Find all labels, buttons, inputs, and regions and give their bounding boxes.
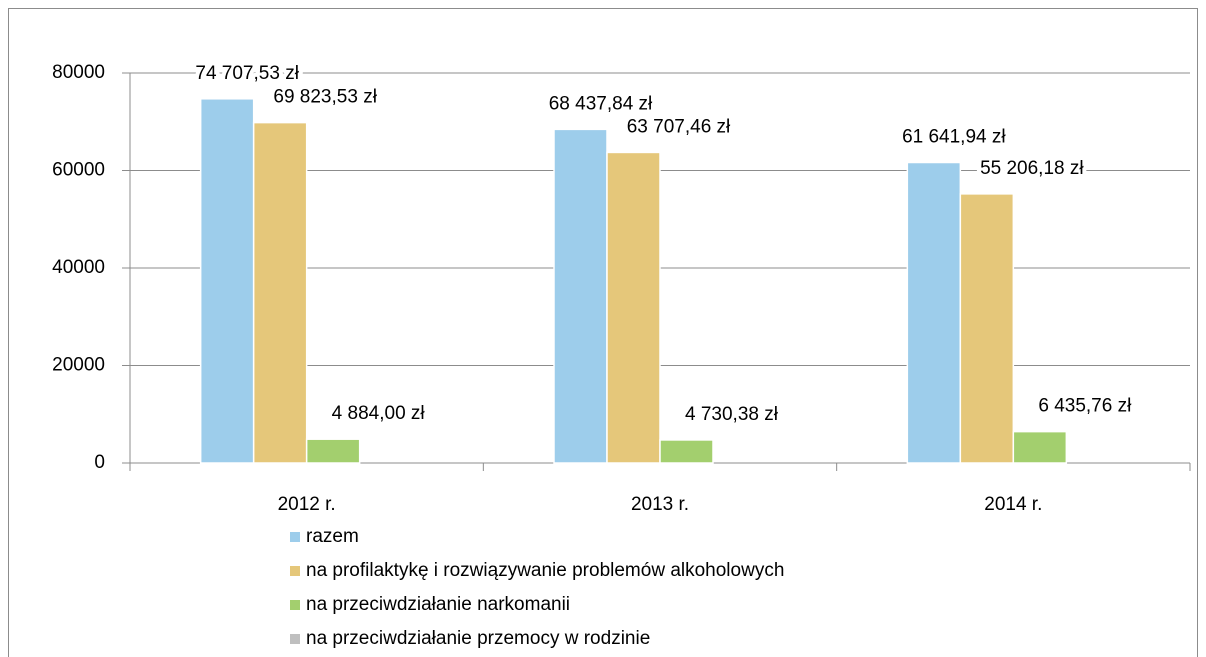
legend-swatch <box>290 634 300 644</box>
data-label: 6 435,76 zł <box>1038 396 1132 417</box>
bar <box>906 161 962 464</box>
legend-swatch <box>290 600 300 610</box>
data-label: 68 437,84 zł <box>549 93 653 114</box>
y-tick-label: 20000 <box>52 355 105 376</box>
bar <box>1012 430 1068 464</box>
y-tick-label: 40000 <box>52 257 105 278</box>
bar <box>553 128 608 464</box>
data-label: 69 823,53 zł <box>273 87 377 108</box>
data-label: 61 641,94 zł <box>902 127 1006 148</box>
legend-label: na profilaktykę i rozwiązywanie problemó… <box>306 560 784 581</box>
bar <box>305 438 361 464</box>
bar <box>959 193 1015 464</box>
y-tick-label: 0 <box>94 452 105 473</box>
bar <box>659 439 714 464</box>
legend-swatch <box>290 532 300 542</box>
legend-label: na przeciwdziałanie przemocy w rodzinie <box>306 628 650 649</box>
bar <box>606 151 661 464</box>
data-label: 55 206,18 zł <box>980 158 1084 179</box>
legend-label: na przeciwdziałanie narkomanii <box>306 594 570 615</box>
data-label: 74 707,53 zł <box>195 63 299 84</box>
x-tick-label: 2012 r. <box>278 494 336 515</box>
y-tick-label: 80000 <box>52 62 105 83</box>
data-label: 63 707,46 zł <box>627 116 731 137</box>
data-label: 4 884,00 zł <box>332 403 426 424</box>
legend-label: razem <box>306 526 359 547</box>
x-tick-label: 2014 r. <box>984 494 1042 515</box>
x-tick-label: 2013 r. <box>631 494 689 515</box>
data-label: 4 730,38 zł <box>685 404 779 425</box>
y-tick-label: 60000 <box>52 160 105 181</box>
bar <box>199 98 255 464</box>
bar <box>252 121 308 464</box>
legend-swatch <box>290 566 300 576</box>
